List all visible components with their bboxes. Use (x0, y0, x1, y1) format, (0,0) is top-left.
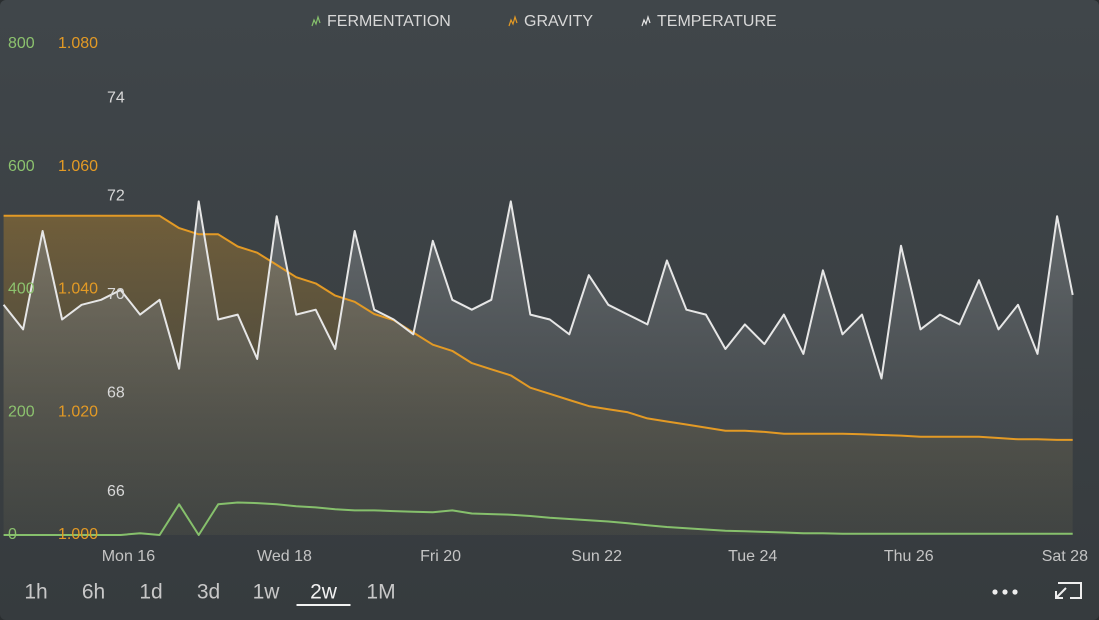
range-button[interactable]: 3d (197, 581, 220, 604)
dot (1002, 589, 1008, 595)
range-button[interactable]: 2w (296, 581, 351, 606)
selected-underline (296, 604, 351, 606)
y-tick-label: 1.080 (58, 35, 98, 52)
legend-icon (311, 14, 321, 27)
legend-item: TEMPERATURE (641, 13, 777, 30)
y-tick-label: 800 (8, 35, 35, 52)
range-label: 1M (366, 581, 395, 604)
legend-item: GRAVITY (508, 13, 593, 30)
x-tick-label: Mon 16 (102, 548, 155, 565)
area (3, 201, 1073, 535)
range-button[interactable]: 1M (366, 581, 395, 604)
legend-label: TEMPERATURE (657, 13, 777, 30)
range-label: 1d (139, 581, 162, 604)
dot (992, 589, 998, 595)
expand-button[interactable] (1055, 582, 1082, 599)
range-label: 1h (24, 581, 47, 604)
expand-icon (1055, 587, 1067, 599)
y-tick-label: 1.060 (58, 158, 98, 175)
series-line (3, 501, 1073, 536)
y-tick-label: 0 (8, 526, 17, 543)
y-tick-label: 68 (107, 385, 125, 402)
legend-item: FERMENTATION (311, 13, 451, 30)
x-tick-label: Sun 22 (571, 548, 622, 565)
y-tick-label: 74 (107, 89, 125, 106)
range-label: 6h (82, 581, 105, 604)
range-button[interactable]: 1w (253, 581, 281, 604)
legend-label: FERMENTATION (327, 13, 451, 30)
y-tick-label: 72 (107, 188, 125, 205)
y-tick-label: 200 (8, 403, 35, 420)
range-button[interactable]: 6h (82, 581, 105, 604)
range-label: 1w (253, 581, 281, 604)
y-tick-label: 1.000 (58, 526, 98, 543)
x-tick-label: Wed 18 (257, 548, 312, 565)
x-tick-label: Tue 24 (728, 548, 777, 565)
x-tick-label: Sat 28 (1042, 548, 1088, 565)
range-button[interactable]: 1h (24, 581, 47, 604)
expand-frame (1058, 582, 1082, 599)
dot (1012, 589, 1018, 595)
series-line (3, 214, 1073, 441)
range-label: 3d (197, 581, 220, 604)
range-label: 2w (310, 581, 338, 604)
y-tick-label: 70 (107, 286, 125, 303)
more-button[interactable] (992, 589, 1018, 595)
y-tick-label: 66 (107, 483, 125, 500)
x-tick-label: Thu 26 (884, 548, 934, 565)
y-tick-label: 1.040 (58, 281, 98, 298)
legend-icon (641, 14, 651, 27)
range-button[interactable]: 1d (139, 581, 162, 604)
x-tick-label: Fri 20 (420, 548, 461, 565)
y-tick-label: 1.020 (58, 403, 98, 420)
legend-label: GRAVITY (524, 13, 593, 30)
y-tick-label: 600 (8, 158, 35, 175)
y-tick-label: 400 (8, 281, 35, 298)
legend-icon (508, 14, 518, 27)
series-line (2, 200, 1074, 380)
